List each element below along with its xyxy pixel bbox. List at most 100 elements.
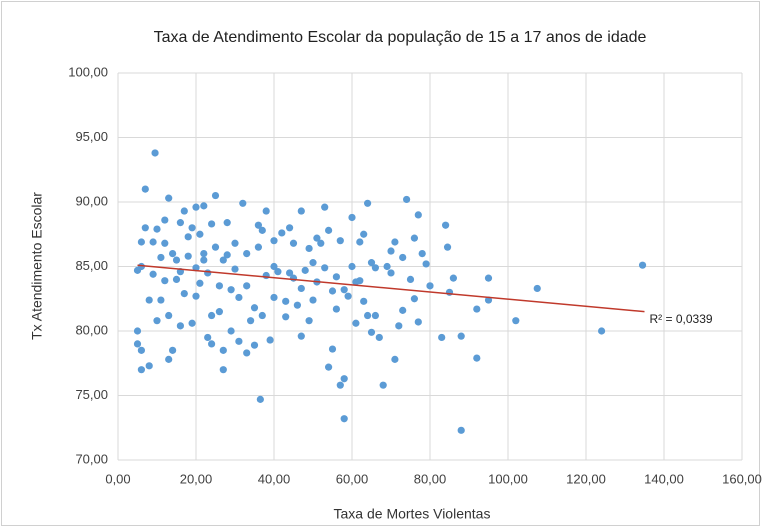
point [169, 346, 177, 354]
point [360, 297, 368, 305]
x-tick-label: 0,00 [105, 471, 130, 486]
point [399, 306, 407, 314]
point [137, 366, 145, 374]
point [184, 233, 192, 241]
point [247, 317, 255, 325]
point [442, 221, 450, 229]
x-tick-label: 60,00 [336, 471, 369, 486]
point [161, 216, 169, 224]
point [215, 282, 223, 290]
point [317, 239, 325, 247]
point [348, 262, 356, 271]
point [414, 211, 422, 219]
y-axis-title: Tx Atendimento Escolar [29, 192, 45, 340]
point [375, 333, 383, 342]
point [176, 219, 184, 227]
point [270, 262, 278, 271]
point [410, 295, 418, 303]
point [278, 229, 286, 237]
x-tick-label: 100,00 [488, 471, 528, 486]
point [200, 250, 208, 258]
point [638, 261, 647, 269]
point [391, 238, 399, 246]
point [258, 226, 266, 234]
point [219, 346, 227, 354]
point [188, 224, 196, 232]
x-tick-label: 120,00 [566, 471, 606, 486]
point [270, 237, 278, 245]
point [484, 274, 493, 282]
point [422, 260, 430, 268]
point [196, 279, 204, 287]
point [340, 286, 348, 294]
point [403, 195, 411, 204]
point [598, 327, 606, 335]
point [161, 239, 169, 247]
point [305, 317, 313, 325]
point [208, 340, 216, 348]
point [227, 286, 235, 294]
point [438, 333, 446, 342]
point [418, 250, 426, 258]
point [243, 349, 251, 357]
point [443, 243, 452, 251]
point [196, 230, 204, 238]
point [243, 250, 251, 258]
point [204, 269, 212, 277]
point [172, 275, 181, 283]
point [133, 266, 142, 274]
point [141, 224, 149, 232]
trendline [137, 264, 645, 313]
point [406, 275, 415, 283]
point [176, 322, 184, 330]
point [157, 296, 165, 304]
y-tick-label: 95,00 [75, 129, 108, 144]
point [313, 234, 321, 242]
point [192, 264, 200, 272]
point [367, 259, 376, 267]
point [301, 266, 309, 274]
point [473, 354, 481, 362]
point [449, 274, 457, 282]
point [219, 366, 227, 374]
point [371, 311, 379, 320]
point [309, 259, 317, 267]
point [223, 219, 231, 227]
point [270, 293, 278, 302]
point [286, 269, 294, 277]
point [161, 277, 169, 285]
point [293, 301, 301, 309]
x-tick-label: 80,00 [414, 471, 447, 486]
point [250, 304, 259, 312]
point [457, 426, 465, 434]
point [395, 322, 403, 330]
x-tick-label: 20,00 [180, 471, 213, 486]
x-tick-label: 140,00 [644, 471, 684, 486]
point [262, 207, 270, 215]
point [192, 292, 200, 300]
point [254, 243, 262, 251]
point [344, 292, 352, 300]
point [325, 226, 333, 234]
point [473, 305, 481, 313]
point [321, 203, 329, 211]
point [227, 327, 235, 335]
point [192, 203, 200, 211]
point [414, 318, 422, 326]
point [328, 345, 337, 353]
point [172, 256, 181, 264]
point [383, 262, 391, 271]
point [165, 355, 173, 363]
point [215, 308, 223, 316]
point [165, 311, 173, 320]
chart-title: Taxa de Atendimento Escolar da população… [154, 29, 647, 46]
x-tick-label: 40,00 [258, 471, 291, 486]
point [137, 346, 145, 354]
point [328, 287, 337, 295]
point [356, 238, 364, 246]
point [180, 289, 188, 298]
y-tick-label: 90,00 [75, 193, 108, 208]
point [274, 268, 282, 276]
point [289, 239, 298, 247]
